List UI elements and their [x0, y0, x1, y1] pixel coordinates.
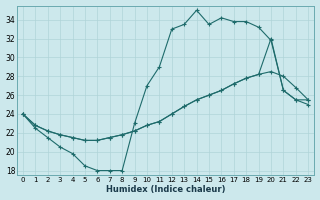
X-axis label: Humidex (Indice chaleur): Humidex (Indice chaleur) [106, 185, 225, 194]
